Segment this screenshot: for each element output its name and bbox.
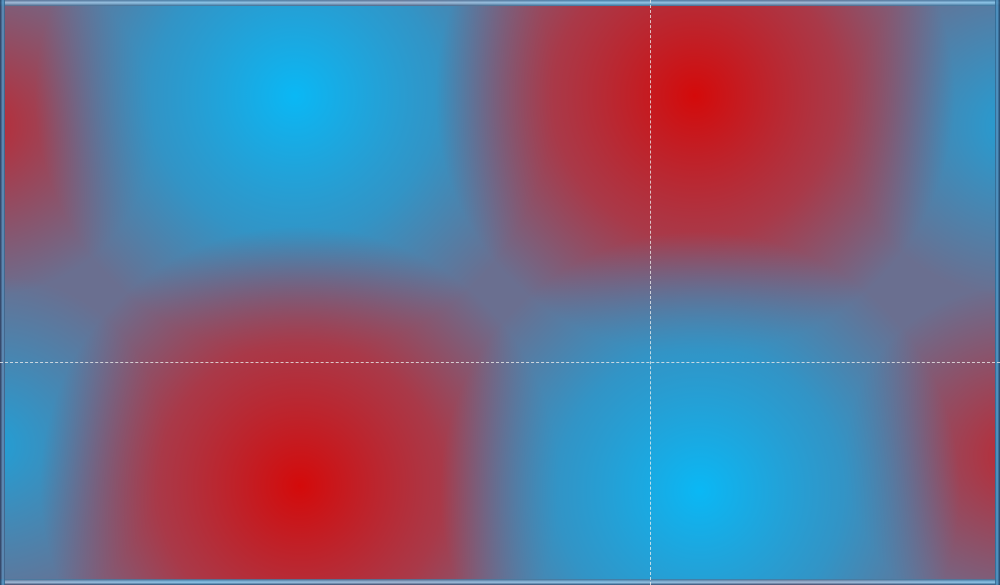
image-canvas[interactable] (5, 6, 995, 580)
frame-bevel-right (995, 0, 1000, 585)
horizontal-guide-line[interactable] (0, 362, 1000, 363)
vertical-guide-line[interactable] (650, 0, 651, 585)
gradient-artwork (5, 6, 995, 580)
